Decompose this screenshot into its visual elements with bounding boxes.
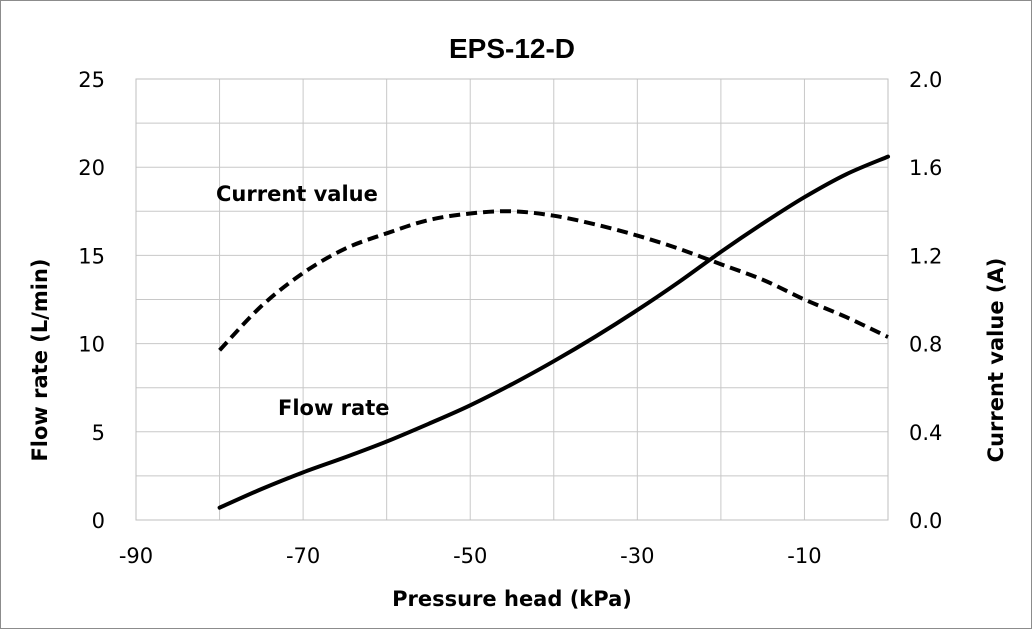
y-tick-label: 0 [92, 509, 105, 533]
series-line-flow-rate [217, 154, 890, 510]
y-tick-label: 5 [92, 421, 105, 445]
annotation-flow-rate: Flow rate [278, 396, 390, 420]
y2-tick-label: 0.4 [909, 421, 942, 445]
series-layer [217, 154, 890, 510]
chart-title: EPS-12-D [449, 33, 575, 64]
plot-area-border [135, 78, 889, 521]
y-tick-labels: 0 5 10 15 20 25 [78, 68, 105, 533]
y2-tick-label: 1.6 [909, 156, 942, 180]
y-axis-label: Flow rate (L/min) [28, 258, 52, 461]
y-tick-label: 25 [78, 68, 105, 92]
y2-tick-label: 1.2 [909, 244, 942, 268]
annotation-current-value: Current value [216, 182, 378, 206]
x-axis-label: Pressure head (kPa) [392, 587, 632, 611]
x-tick-label: -50 [453, 544, 487, 568]
y2-axis-label: Current value (A) [984, 258, 1008, 463]
x-tick-labels: -90 -70 -50 -30 -10 [119, 544, 822, 568]
series-line-current-value [218, 209, 889, 352]
y2-tick-label: 0.0 [909, 509, 942, 533]
y2-tick-label: 0.8 [909, 333, 942, 357]
y-tick-label: 20 [78, 156, 105, 180]
x-tick-label: -30 [620, 544, 654, 568]
y-tick-label: 10 [78, 333, 105, 357]
y2-tick-label: 2.0 [909, 68, 942, 92]
y2-tick-labels: 0.0 0.4 0.8 1.2 1.6 2.0 [909, 68, 942, 533]
x-tick-label: -70 [286, 544, 320, 568]
y-tick-label: 15 [78, 244, 105, 268]
x-tick-label: -90 [119, 544, 153, 568]
grid [136, 79, 888, 520]
x-tick-label: -10 [787, 544, 821, 568]
